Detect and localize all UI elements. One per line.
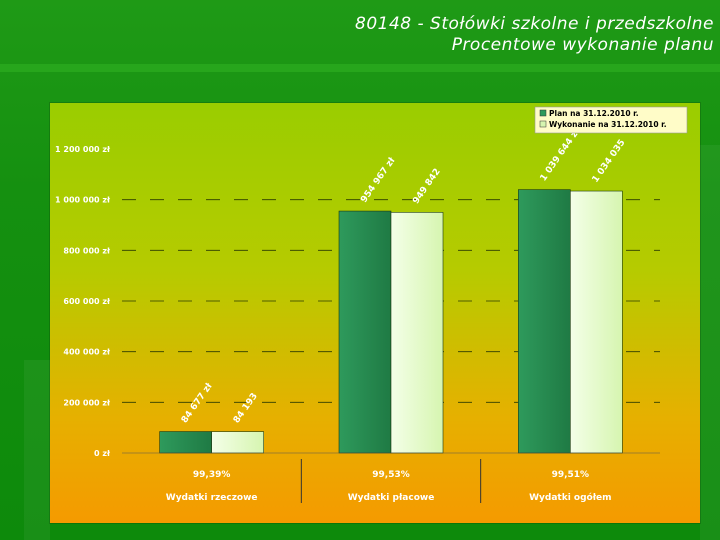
legend-swatch xyxy=(539,120,547,128)
decor-left-block xyxy=(24,360,50,540)
legend-label: Wykonanie na 31.12.2010 r. xyxy=(549,120,667,129)
y-tick-label: 1 200 000 zł xyxy=(55,145,111,154)
bar-plan xyxy=(518,189,571,454)
data-label: 954 967 zł xyxy=(359,156,398,205)
y-tick-label: 400 000 zł xyxy=(63,348,111,357)
data-label: 1 039 644 zł xyxy=(539,126,583,183)
y-tick-label: 800 000 zł xyxy=(63,246,111,255)
percent-label: 99,53% xyxy=(372,470,410,480)
y-tick-label: 0 zł xyxy=(94,449,111,458)
percent-label: 99,39% xyxy=(193,470,231,480)
legend-label: Plan na 31.12.2010 r. xyxy=(549,109,639,118)
bar-wykonanie xyxy=(390,212,444,454)
bar-chart: 0 zł 200 000 zł 400 000 zł 600 000 zł 800 00… xyxy=(55,106,688,503)
chart-panel: 0 zł 200 000 zł 400 000 zł 600 000 zł 800 00… xyxy=(50,103,700,523)
legend-swatch xyxy=(539,109,547,117)
percent-label: 99,51% xyxy=(552,470,590,480)
bar-plan xyxy=(338,210,392,454)
bar-wykonanie xyxy=(211,431,264,454)
decor-right-block xyxy=(700,145,720,540)
data-label: 84 677 zł xyxy=(180,381,215,425)
y-tick-label: 600 000 zł xyxy=(63,297,111,306)
title-line-2: Procentowe wykonanie planu xyxy=(451,35,714,55)
legend-box xyxy=(534,106,688,134)
category-label: Wydatki rzeczowe xyxy=(166,493,258,503)
data-label: 949 842 xyxy=(411,167,443,206)
slide-title: 80148 - Stołówki szkolne i przedszkolne … xyxy=(355,14,714,56)
bar-plan xyxy=(159,431,212,454)
category-label: Wydatki ogółem xyxy=(529,492,611,503)
data-label: 1 034 035 xyxy=(591,138,628,185)
y-tick-label: 1 000 000 zł xyxy=(55,196,111,205)
category-label: Wydatki płacowe xyxy=(348,493,435,503)
title-line-1: 80148 - Stołówki szkolne i przedszkolne xyxy=(355,14,714,34)
data-label: 84 193 xyxy=(232,391,260,425)
header-band xyxy=(0,64,720,72)
bar-wykonanie xyxy=(570,190,623,454)
y-tick-label: 200 000 zł xyxy=(63,398,111,407)
